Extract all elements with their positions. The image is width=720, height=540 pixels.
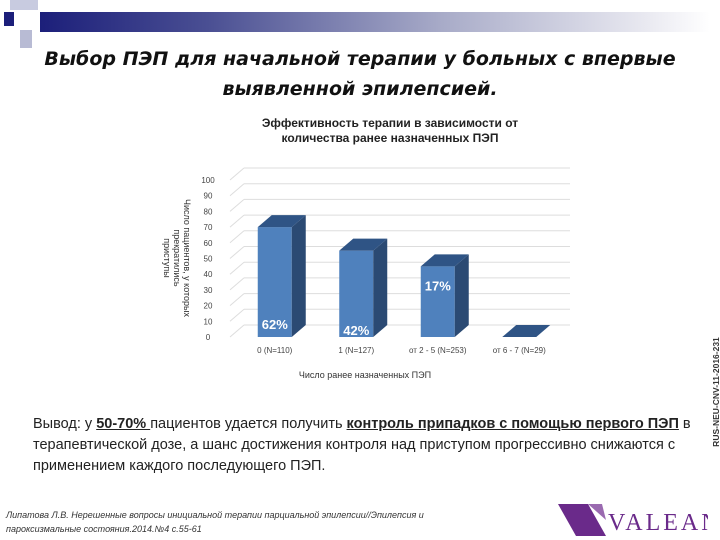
y-tick-label: 10 — [204, 317, 213, 326]
highlight: контроль припадков с помощью первого ПЭП — [346, 416, 679, 432]
chart-title-line: Эффективность терапии в зависимости от — [261, 116, 519, 130]
svg-text:VALEANT: VALEANT — [608, 510, 708, 536]
gridline-diag — [229, 261, 245, 275]
y-tick-label: 80 — [204, 207, 213, 216]
gridline-diag — [229, 246, 245, 259]
bar-side — [373, 238, 388, 337]
y-tick-label: 70 — [204, 223, 213, 232]
y-tick-label: 30 — [204, 286, 213, 295]
bar — [339, 250, 374, 337]
title-line: Выбор ПЭП для начальной терапии у больны… — [44, 48, 676, 70]
x-tick-label: от 2 - 5 (N=253) — [409, 346, 467, 355]
y-axis-title-line: приступы — [162, 238, 172, 278]
x-tick-label: 0 (N=110) — [257, 346, 293, 355]
gridline-diag — [229, 324, 245, 338]
bar — [257, 227, 292, 337]
data-label: 17% — [425, 278, 451, 293]
x-tick-label: от 6 - 7 (N=29) — [493, 346, 546, 355]
gridline-diag — [229, 167, 245, 181]
bar-top — [257, 215, 306, 228]
text: в терапевтической дозе, а шанс достижени… — [33, 416, 691, 474]
chart-title: Эффективность терапии в зависимости от к… — [200, 116, 580, 146]
valeant-logo: VALEANT — [558, 504, 708, 536]
y-tick-label: 20 — [204, 302, 213, 311]
y-tick-label: 40 — [204, 270, 213, 279]
bar — [420, 266, 455, 337]
gridline-diag — [229, 308, 245, 322]
bar-top — [502, 325, 551, 337]
data-label: 42% — [343, 323, 369, 338]
y-tick-label: 50 — [204, 255, 213, 264]
x-tick-label: 1 (N=127) — [338, 346, 374, 355]
text: пациентов удается получить — [150, 416, 347, 432]
title-line: выявленной эпилепсией. — [222, 78, 498, 100]
conclusion-text: Вывод: у 50-70% пациентов удается получи… — [33, 414, 703, 477]
decor-square — [4, 12, 14, 26]
decor-square — [10, 0, 38, 10]
y-tick-label: 60 — [204, 239, 213, 248]
reference-line: пароксизмальные состояния.2014.№4 с.55-6… — [6, 524, 202, 534]
bar-top — [339, 238, 388, 251]
text: Вывод: у — [33, 416, 97, 432]
header-bar — [40, 12, 710, 32]
reference-line: Липатова Л.В. Нерешенные вопросы инициал… — [6, 510, 424, 520]
bar-chart: 0 10 20 30 40 50 60 70 80 90 100 62% 0 (N=110) 42% 1 (… — [201, 167, 570, 355]
highlight: 50-70% — [96, 416, 151, 432]
gridline-diag — [229, 199, 245, 212]
y-tick-label: 100 — [201, 176, 215, 185]
y-tick-label: 0 — [206, 333, 211, 342]
reference: Липатова Л.В. Нерешенные вопросы инициал… — [6, 508, 476, 536]
gridline-diag — [229, 230, 245, 244]
gridline-diag — [229, 183, 245, 197]
x-axis-title: Число ранее назначенных ПЭП — [298, 370, 432, 380]
gridline-diag — [229, 214, 245, 228]
bar-side — [454, 254, 469, 337]
gridline-diag — [229, 277, 245, 291]
y-tick-label: 90 — [204, 192, 213, 201]
decor-square — [20, 30, 32, 48]
chart-title-line: количества ранее назначенных ПЭП — [281, 131, 499, 145]
gridline-diag — [229, 293, 245, 306]
bar-top — [420, 254, 469, 267]
slide-title: Выбор ПЭП для начальной терапии у больны… — [40, 44, 680, 104]
data-label: 62% — [262, 317, 288, 332]
document-code: RUS-NEU-CNV-11-2016-231 — [711, 337, 720, 447]
bar-side — [291, 215, 306, 337]
